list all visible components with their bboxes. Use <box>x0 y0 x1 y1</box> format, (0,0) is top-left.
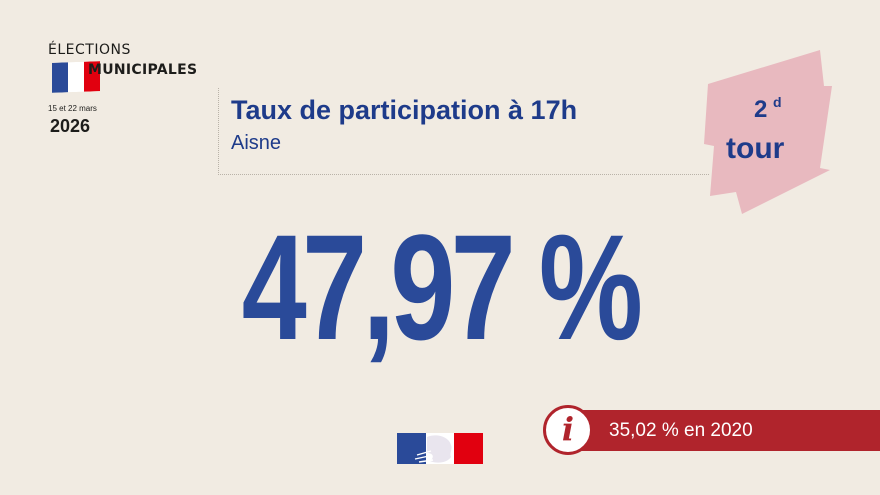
info-icon: i <box>543 405 593 455</box>
round-badge-shape <box>704 50 832 214</box>
previous-result-text: 35,02 % en 2020 <box>609 420 753 441</box>
logo-elections-text: ÉLECTIONS <box>48 42 131 58</box>
logo-year: 2026 <box>50 116 91 136</box>
marianne-republique-icon <box>397 433 483 464</box>
previous-result-bar: 35,02 % en 2020 <box>571 410 880 451</box>
department-name: Aisne <box>231 132 282 154</box>
elections-logo: ÉLECTIONS MUNICIPALES 15 et 22 mars 2026 <box>48 42 218 142</box>
round-number: 2 <box>754 96 768 123</box>
logo-municipales-text: MUNICIPALES <box>88 62 198 78</box>
participation-value: 47,97 % <box>241 203 643 371</box>
french-flag-icon <box>52 61 100 93</box>
logo-dates: 15 et 22 mars <box>48 104 97 113</box>
header: Taux de participation à 17h Aisne <box>218 88 709 175</box>
round-superscript: d <box>773 94 782 110</box>
round-word: tour <box>726 132 785 165</box>
round-badge: 2 d tour <box>700 46 840 216</box>
page-title: Taux de participation à 17h <box>231 95 578 125</box>
